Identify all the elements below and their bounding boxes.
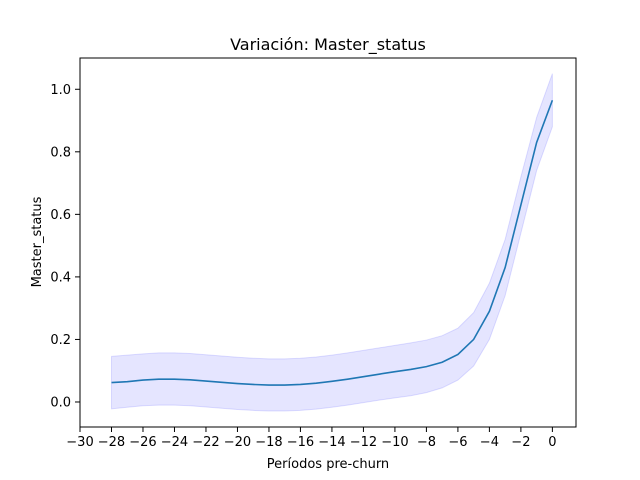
x-axis: −30 −28 −26 −24 −22 −20 −18 −16 −14 −12 −10 −8 −6 −4−… — [66, 427, 557, 450]
confidence-band-layer — [110, 73, 553, 412]
y-axis: 0.0 0.2 0.4 0.6 0.8 1.0 — [50, 83, 80, 410]
y-axis-title: Master_status — [30, 196, 45, 287]
series-line-layer — [111, 99, 554, 386]
y-tick-label: 0.8 — [50, 145, 71, 160]
x-tick-label: −24 — [161, 435, 188, 450]
y-tick-label: 0.6 — [50, 208, 71, 223]
y-tick-label: 0.4 — [50, 270, 71, 285]
y-tick-label: 1.0 — [50, 83, 71, 98]
x-tick-label: −6 — [448, 435, 467, 450]
x-tick-label: −22 — [192, 435, 219, 450]
x-tick-label: −26 — [129, 435, 156, 450]
x-tick-label: −14 — [318, 435, 345, 450]
x-tick-label: −2 — [511, 435, 530, 450]
x-tick-label: −4 — [480, 435, 499, 450]
x-tick-label: 0 — [548, 435, 556, 450]
y-tick-label: 0.2 — [50, 333, 71, 348]
x-tick-label: −16 — [287, 435, 314, 450]
series-line — [111, 99, 554, 386]
x-tick-label: −28 — [98, 435, 125, 450]
x-tick-label: −30 — [66, 435, 93, 450]
x-tick-label: −12 — [350, 435, 377, 450]
chart-title: Variación: Master_status — [230, 35, 426, 55]
plot-area-frame — [79, 57, 577, 428]
x-tick-label: −18 — [255, 435, 282, 450]
x-axis-title: Períodos pre-churn — [267, 457, 389, 472]
x-tick-label: −10 — [381, 435, 408, 450]
y-tick-label: 0.0 — [50, 395, 71, 410]
confidence-band — [110, 73, 553, 412]
x-tick-label: −8 — [417, 435, 436, 450]
x-tick-label: −20 — [224, 435, 251, 450]
